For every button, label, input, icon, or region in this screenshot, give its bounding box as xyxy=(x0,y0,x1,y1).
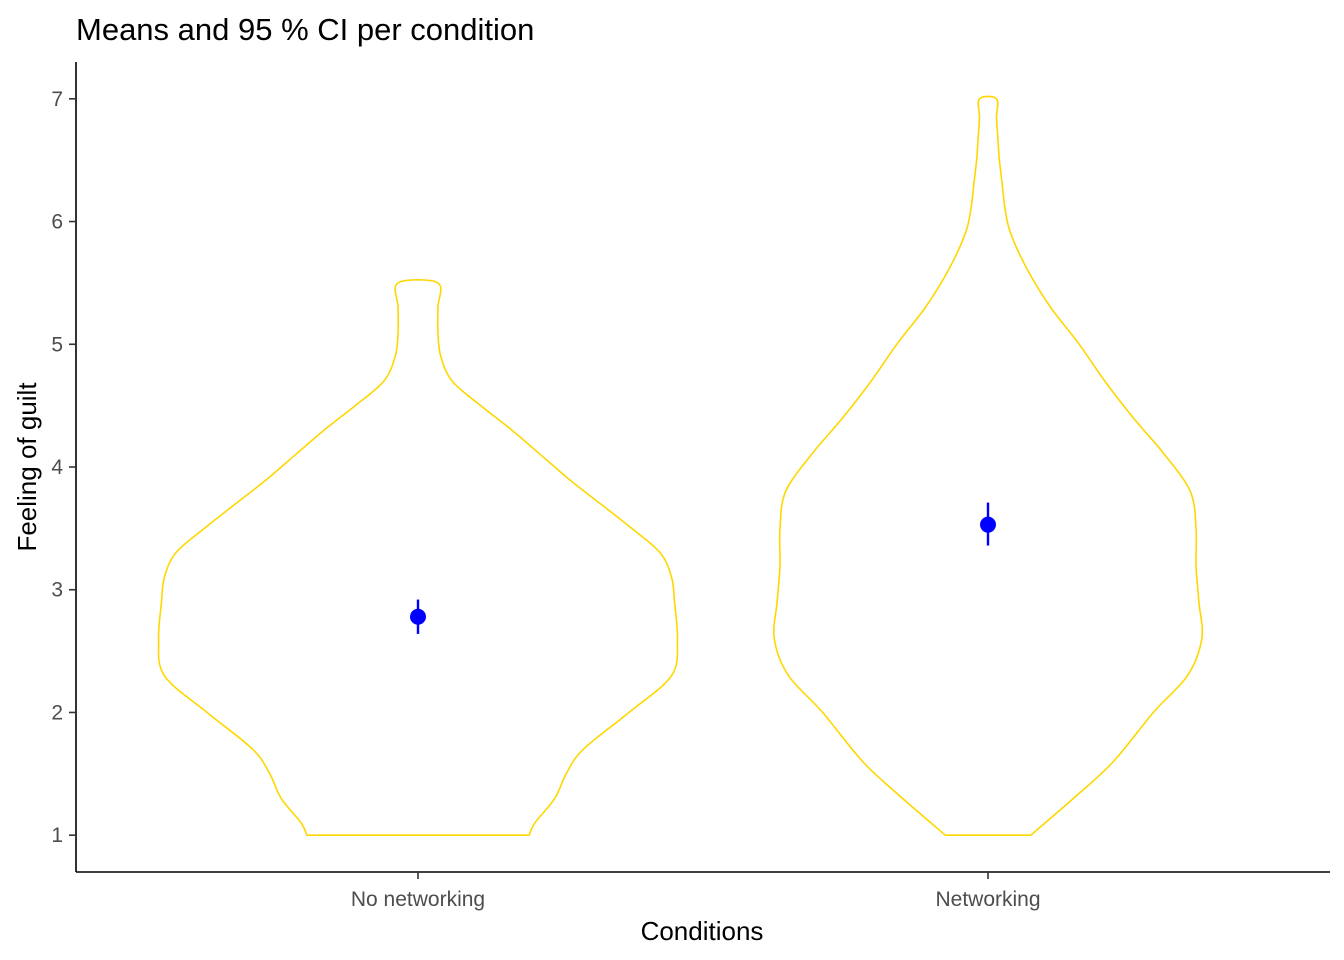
y-tick-label: 1 xyxy=(51,824,63,847)
y-tick-label: 2 xyxy=(51,701,63,724)
y-tick-label: 6 xyxy=(51,211,63,234)
violin-1 xyxy=(157,279,679,836)
mean-point-1 xyxy=(410,608,426,625)
violin-2 xyxy=(772,95,1204,836)
y-tick-label: 7 xyxy=(51,88,63,111)
mean-ci-layer xyxy=(410,502,996,634)
chart-title: Means and 95 % CI per condition xyxy=(76,12,534,47)
x-axis-title: Conditions xyxy=(641,916,764,946)
y-tick-label: 4 xyxy=(51,456,63,479)
x-tick-label: Networking xyxy=(935,888,1040,911)
mean-point-2 xyxy=(980,516,996,533)
x-axis-ticks: No networking Networking xyxy=(351,872,1041,911)
y-axis-ticks: 1 2 3 4 5 6 7 xyxy=(51,88,76,847)
y-axis-title: Feeling of guilt xyxy=(12,382,42,552)
y-tick-label: 5 xyxy=(51,333,63,356)
violin-layer xyxy=(157,95,1204,836)
x-tick-label: No networking xyxy=(351,888,485,911)
y-tick-label: 3 xyxy=(51,579,63,602)
